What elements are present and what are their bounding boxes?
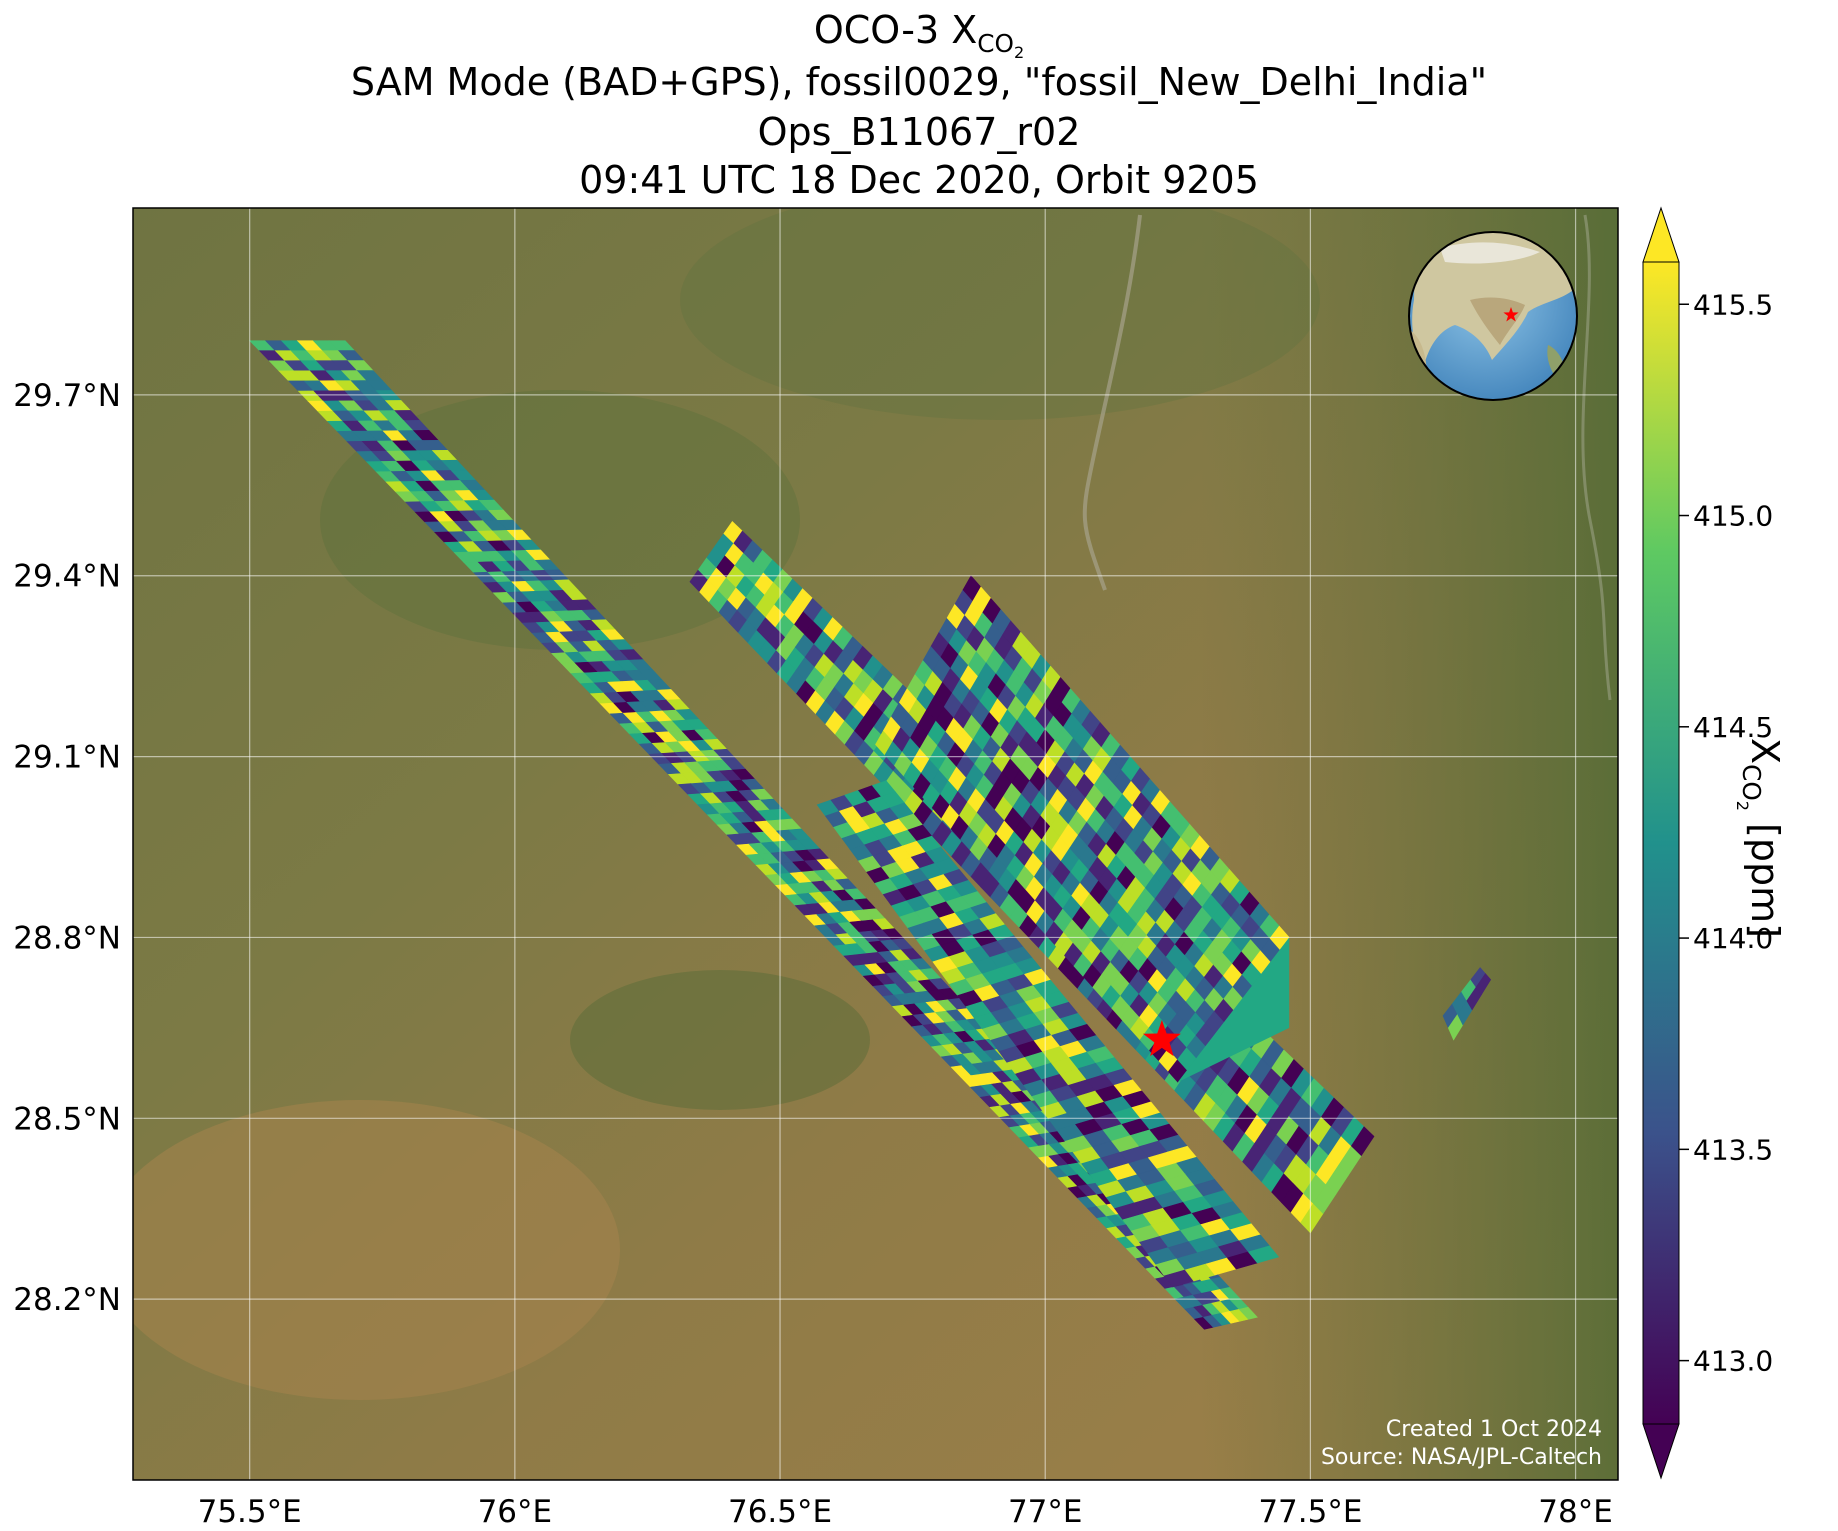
map-gridlines [133,208,1618,1480]
colorbar: 413.0 413.5 414.0 414.5 415.0 415.5 [1642,206,1773,1480]
x-tick-label: 78°E [1538,1494,1613,1530]
y-tick-label: 29.1°N [13,740,121,776]
colorbar-label: XCO2 [ppm] [1733,738,1787,938]
plot-title-line1: OCO-3 XCO2 [813,8,1025,62]
credit-created: Created 1 Oct 2024 [1386,1417,1602,1442]
x-tick-label: 75.5°E [198,1494,302,1530]
colorbar-tick-label: 413.0 [1693,1345,1773,1378]
xco2-swaths [248,340,1492,1330]
target-star-icon [1142,1019,1181,1057]
locator-star-icon [1503,307,1519,322]
colorbar-tick-label: 414.0 [1693,922,1773,955]
plot-title-line3: Ops_B11067_r02 [757,110,1081,154]
colorbar-extend-max [1642,206,1680,263]
y-tick-label: 28.2°N [13,1282,121,1318]
x-tick-label: 77.5°E [1258,1494,1362,1530]
x-axis-ticks: 75.5°E 76°E 76.5°E 77°E 77.5°E 78°E [198,1494,1613,1530]
swath-3 [816,780,1280,1288]
plot-title-line4: 09:41 UTC 18 Dec 2020, Orbit 9205 [579,158,1259,202]
swath-5 [1442,967,1492,1041]
credit-source: Source: NASA/JPL-Caltech [1321,1445,1602,1470]
x-tick-label: 76°E [478,1494,553,1530]
colorbar-ticks: 413.0 413.5 414.0 414.5 415.0 415.5 [1679,288,1773,1378]
colorbar-tick-label: 415.5 [1693,288,1773,321]
swath-4 [875,575,1290,1083]
y-axis-ticks: 29.7°N 29.4°N 29.1°N 28.8°N 28.5°N 28.2°N [13,378,121,1318]
satellite-basemap [133,208,1618,1480]
colorbar-extend-min [1642,1423,1680,1480]
x-tick-label: 77°E [1008,1494,1083,1530]
colorbar-tick-label: 413.5 [1693,1133,1773,1166]
y-tick-label: 29.7°N [13,378,121,414]
colorbar-tick-label: 414.5 [1693,711,1773,744]
y-tick-label: 28.5°N [13,1101,121,1137]
x-tick-label: 76.5°E [728,1494,832,1530]
y-tick-label: 28.8°N [13,920,121,956]
swath-1 [248,340,1258,1330]
map-frame [132,207,1619,1481]
y-tick-label: 29.4°N [13,559,121,595]
plot-title-line2: SAM Mode (BAD+GPS), fossil0029, "fossil_… [350,60,1488,104]
colorbar-tick-label: 415.0 [1693,500,1773,533]
colorbar-gradient [1643,262,1679,1424]
